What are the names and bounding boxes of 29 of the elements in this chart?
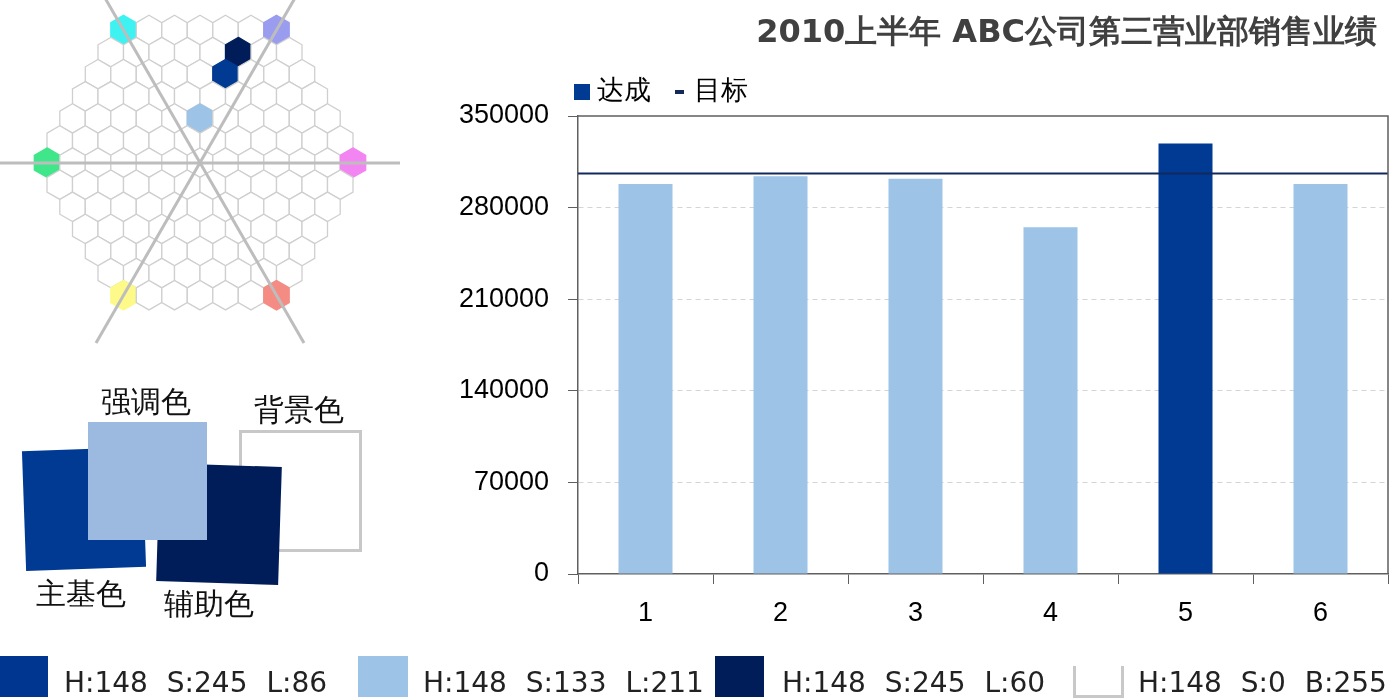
text: H:148 S:245 L:86 <box>64 666 328 699</box>
bar <box>1023 227 1078 574</box>
text: H:148 S:245 L:60 <box>782 666 1046 699</box>
text: 背景色 <box>254 392 344 427</box>
text: H:148 S:0 B:255 <box>1138 666 1387 699</box>
bar <box>618 184 673 574</box>
legend-label: 目标 <box>694 74 748 106</box>
y-tick-label: 210000 <box>458 282 549 313</box>
x-tick-label: 1 <box>637 596 654 627</box>
x-tick-label: 3 <box>907 596 924 627</box>
bar <box>753 176 808 574</box>
text: H:148 S:133 L:211 <box>423 666 704 699</box>
chart-title: 2010上半年 ABC公司第三营业部销售业绩 <box>756 12 1377 51</box>
y-tick-label: 0 <box>533 557 549 588</box>
y-tick-label: 350000 <box>458 99 549 130</box>
x-tick-label: 4 <box>1042 596 1059 627</box>
x-tick-label: 5 <box>1177 596 1194 627</box>
text: 强调色 <box>101 384 191 419</box>
text: 辅助色 <box>164 586 254 621</box>
bar <box>1158 143 1213 574</box>
text: 主基色 <box>36 576 126 611</box>
legend-label: 达成 <box>597 74 651 106</box>
bar <box>888 178 943 574</box>
bar <box>1293 184 1348 574</box>
y-tick-label: 280000 <box>458 191 549 222</box>
x-tick-label: 2 <box>772 596 789 627</box>
y-tick-label: 140000 <box>458 374 549 405</box>
y-tick-label: 70000 <box>473 465 549 496</box>
x-tick-label: 6 <box>1312 596 1329 627</box>
